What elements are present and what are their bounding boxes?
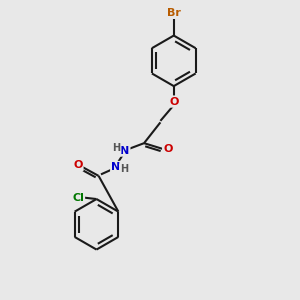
Text: H: H: [120, 164, 128, 174]
Text: O: O: [163, 144, 172, 154]
Text: N: N: [120, 146, 129, 156]
Text: O: O: [169, 97, 178, 106]
Text: H: H: [112, 143, 121, 153]
Text: Cl: Cl: [72, 193, 84, 202]
Text: Br: Br: [167, 8, 181, 18]
Text: N: N: [111, 162, 120, 172]
Text: O: O: [73, 160, 83, 170]
